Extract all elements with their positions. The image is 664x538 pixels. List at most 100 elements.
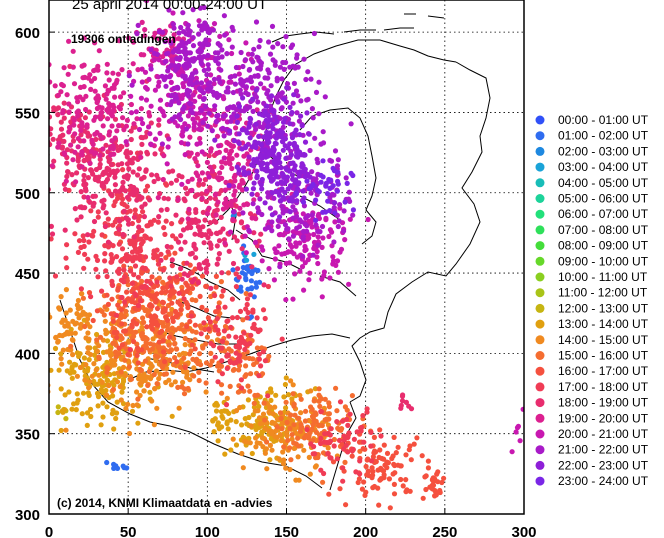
strike-point (134, 321, 140, 327)
strike-point (312, 135, 318, 141)
strike-point (515, 423, 522, 429)
strike-point (403, 452, 409, 458)
strike-point (297, 392, 303, 398)
strike-point (70, 64, 76, 70)
strike-point (290, 391, 296, 397)
strike-point (226, 182, 232, 189)
strike-point (204, 86, 210, 92)
strike-point (249, 215, 255, 221)
strike-point (63, 287, 69, 293)
strike-point (300, 199, 307, 205)
strike-point (51, 158, 57, 164)
strike-point (242, 416, 248, 422)
strike-point (123, 150, 129, 156)
strike-point (163, 379, 169, 386)
strike-point (112, 116, 119, 122)
strike-point (193, 209, 199, 215)
strike-point (215, 420, 221, 426)
legend-label-23: 23:00 - 24:00 UT (558, 474, 649, 488)
strike-point (76, 238, 83, 244)
strike-point (176, 100, 182, 106)
strike-point (92, 88, 98, 94)
strike-point (85, 133, 91, 139)
strike-point (104, 61, 110, 67)
strike-point (144, 324, 150, 330)
strike-point (68, 343, 74, 349)
strike-point (370, 472, 376, 478)
strike-point (360, 446, 366, 452)
strike-point (95, 214, 101, 220)
strike-point (156, 36, 162, 42)
strike-point (225, 85, 231, 91)
strike-point (137, 381, 143, 387)
strike-point (368, 458, 374, 464)
strike-point (250, 108, 256, 114)
strike-point (223, 160, 229, 166)
strike-point (332, 148, 339, 154)
strike-point (209, 128, 215, 134)
strike-point (132, 263, 139, 269)
strike-point (214, 207, 220, 213)
strike-point (146, 76, 152, 82)
strike-point (149, 172, 155, 178)
strike-point (135, 274, 141, 280)
strike-point (124, 194, 131, 201)
strike-point (171, 25, 177, 31)
legend-label-2: 02:00 - 03:00 UT (558, 144, 649, 158)
x-tick-label-2: 100 (195, 524, 220, 538)
strike-point (62, 392, 68, 398)
strike-point (167, 293, 173, 299)
legend-marker-18 (535, 398, 545, 408)
strike-point (233, 125, 239, 131)
strike-point (132, 207, 138, 213)
strike-point (169, 300, 175, 306)
strike-point (304, 178, 310, 184)
strike-point (293, 213, 300, 219)
strike-point (246, 355, 252, 361)
strike-point (159, 108, 165, 114)
strike-point (92, 40, 98, 46)
strike-point (87, 324, 93, 330)
strike-point (311, 231, 317, 238)
strike-point (168, 283, 174, 289)
strike-point (231, 138, 237, 144)
strike-point (109, 193, 115, 199)
strike-point (253, 444, 259, 450)
strike-point (289, 172, 295, 178)
strike-point (66, 101, 72, 107)
strike-point (192, 193, 198, 199)
strike-point (340, 478, 346, 484)
strike-point (261, 134, 267, 140)
strike-point (69, 337, 75, 343)
strike-point (277, 264, 283, 270)
strike-point (172, 67, 178, 73)
legend-label-12: 12:00 - 13:00 UT (558, 301, 649, 315)
strike-point (131, 234, 137, 240)
strike-point (164, 206, 170, 213)
strike-point (189, 110, 195, 116)
legend-marker-3 (535, 162, 545, 172)
strike-point (250, 201, 256, 207)
strike-point (272, 256, 278, 262)
strike-point (257, 153, 264, 159)
strike-point (285, 392, 292, 398)
strike-point (259, 211, 265, 218)
strike-point (243, 372, 249, 378)
strike-point (157, 130, 163, 136)
strike-point (203, 380, 209, 386)
strike-point (262, 315, 268, 322)
strike-point (129, 249, 136, 255)
strike-point (174, 274, 180, 280)
strike-point (238, 288, 244, 294)
strike-point (131, 243, 137, 249)
strike-point (315, 260, 321, 267)
strike-point (122, 274, 128, 280)
strike-point (202, 177, 208, 183)
strike-point (125, 351, 131, 358)
strike-point (326, 491, 332, 497)
strike-point (243, 250, 249, 256)
strike-point (161, 113, 167, 119)
strike-point (110, 407, 116, 413)
strike-point (284, 81, 291, 87)
strike-point (74, 391, 80, 397)
